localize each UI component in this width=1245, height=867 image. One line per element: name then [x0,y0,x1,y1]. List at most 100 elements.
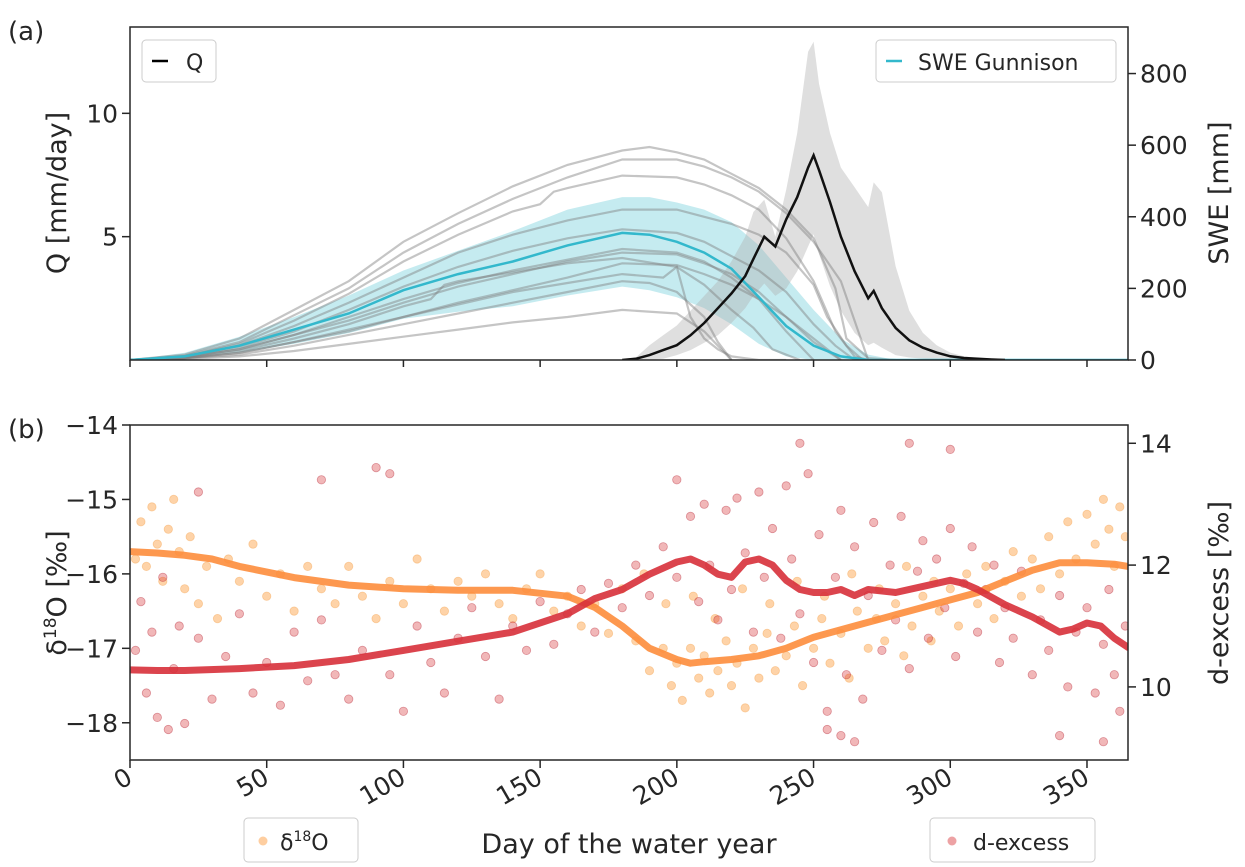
b-ytick-left-label: −18 [65,709,118,738]
swe-station-line-12 [130,158,870,360]
d18o-point [748,643,759,653]
swe-station-line-4 [130,228,856,360]
b-ytick-right-label: 10 [1140,673,1172,702]
d18o-point [797,680,808,691]
b-ytick-left-label: −15 [65,485,118,514]
a-ytick-left-label: 5 [102,223,118,252]
d18o-point [330,599,340,609]
d18o-point [926,636,936,646]
dexcess-point [1044,645,1054,656]
dexcess-point [316,475,326,485]
d18o-point [1115,502,1125,512]
swe-station-line-3 [130,208,864,360]
swe-station-line-7 [130,265,787,360]
legend-dexcess-marker [947,836,957,846]
d18o-point [721,636,731,646]
dexcess-point [904,438,914,448]
dexcess-point [130,645,141,656]
dexcess-point [603,578,614,589]
d18o-point [817,613,827,624]
dexcess-point [549,639,559,649]
dexcess-point [918,536,928,546]
dexcess-point [896,511,906,522]
legend-q: Q [141,39,217,83]
d18o-point [901,561,912,572]
d18o-point [163,524,173,534]
dexcess-point [931,554,942,564]
d18o-smooth-line [130,548,1128,667]
dexcess-point [989,560,999,570]
swe-station-line-6 [130,256,801,360]
dexcess-point [781,481,791,491]
dexcess-point [1104,584,1114,595]
dexcess-point [1008,633,1018,643]
b-xtick-label: 50 [232,762,274,803]
d18o-point [130,554,141,564]
legend-d18o: δ18O [243,817,359,863]
d18o-point [726,680,737,691]
dexcess-point [398,706,408,716]
d18o-point [1082,509,1092,519]
d18o-point [847,569,857,579]
dexcess-point [152,712,162,723]
d18o-point [899,651,909,661]
panel-b-ylabel-rest: O [‰] [42,530,73,617]
b-xtick-label: 150 [491,762,547,811]
d18o-point [371,613,381,624]
dexcess-point [494,694,504,704]
d18o-point [603,628,614,639]
b-xtick-label: 100 [355,762,411,811]
d18o-point [1055,569,1065,579]
d18o-point [576,621,586,631]
legend-d18o-label: δ18O [280,829,329,856]
dexcess-point [1082,603,1092,613]
dexcess-point [193,487,203,497]
dexcess-point [303,676,313,686]
dexcess-point [316,615,326,625]
dexcess-point [795,609,805,619]
dexcess-point [1055,590,1065,601]
swe-band [130,197,1128,360]
d18o-point [688,591,698,601]
panel-a-mean-lines [130,151,1128,360]
d18o-point [1035,584,1046,594]
panel-b: (b) −18 −17 −16 −15 −14 10 12 14 0 50 100 150 200 250… [8,411,1235,863]
d18o-point [1104,524,1114,534]
d18o-point [789,621,800,631]
d18o-point [762,628,772,639]
b-ytick-right-label: 12 [1140,551,1172,580]
d18o-point [1090,539,1100,549]
dexcess-point [590,627,600,637]
b-xtick-label: 0 [109,762,137,795]
panel-label-b: (b) [8,415,45,445]
dexcess-point [1120,621,1128,631]
legend-swe-box [875,39,1117,83]
d18o-point [289,606,299,616]
dexcess-point [972,627,983,637]
d18o-point [1016,591,1027,601]
d18o-point [169,494,179,504]
d18o-point [303,561,313,572]
dexcess-point [371,462,381,473]
dexcess-point [1090,688,1100,698]
swe-station-line-5 [130,247,815,360]
dexcess-point [877,645,887,656]
dexcess-point [721,505,731,515]
dexcess-point [385,469,395,479]
d18o-point [765,599,775,609]
dexcess-point [631,560,641,570]
dexcess-point [1109,670,1119,680]
panel-a: (a) 5 10 0 200 400 600 800 Q [mm/day] SWE [mm]… [8,17,1235,375]
dexcess-point [945,523,955,534]
dexcess-point [535,596,545,607]
panel-b-frame [129,424,1129,761]
dexcess-point [174,621,184,631]
dexcess-point [289,627,299,637]
dexcess-point [1063,682,1073,692]
dexcess-point [330,670,340,680]
dexcess-point [521,645,532,656]
dexcess-point [869,517,879,528]
panel-label-a: (a) [8,17,44,47]
d18o-point [962,569,972,579]
panel-a-ticks: 5 10 0 200 400 600 800 [86,60,1188,375]
